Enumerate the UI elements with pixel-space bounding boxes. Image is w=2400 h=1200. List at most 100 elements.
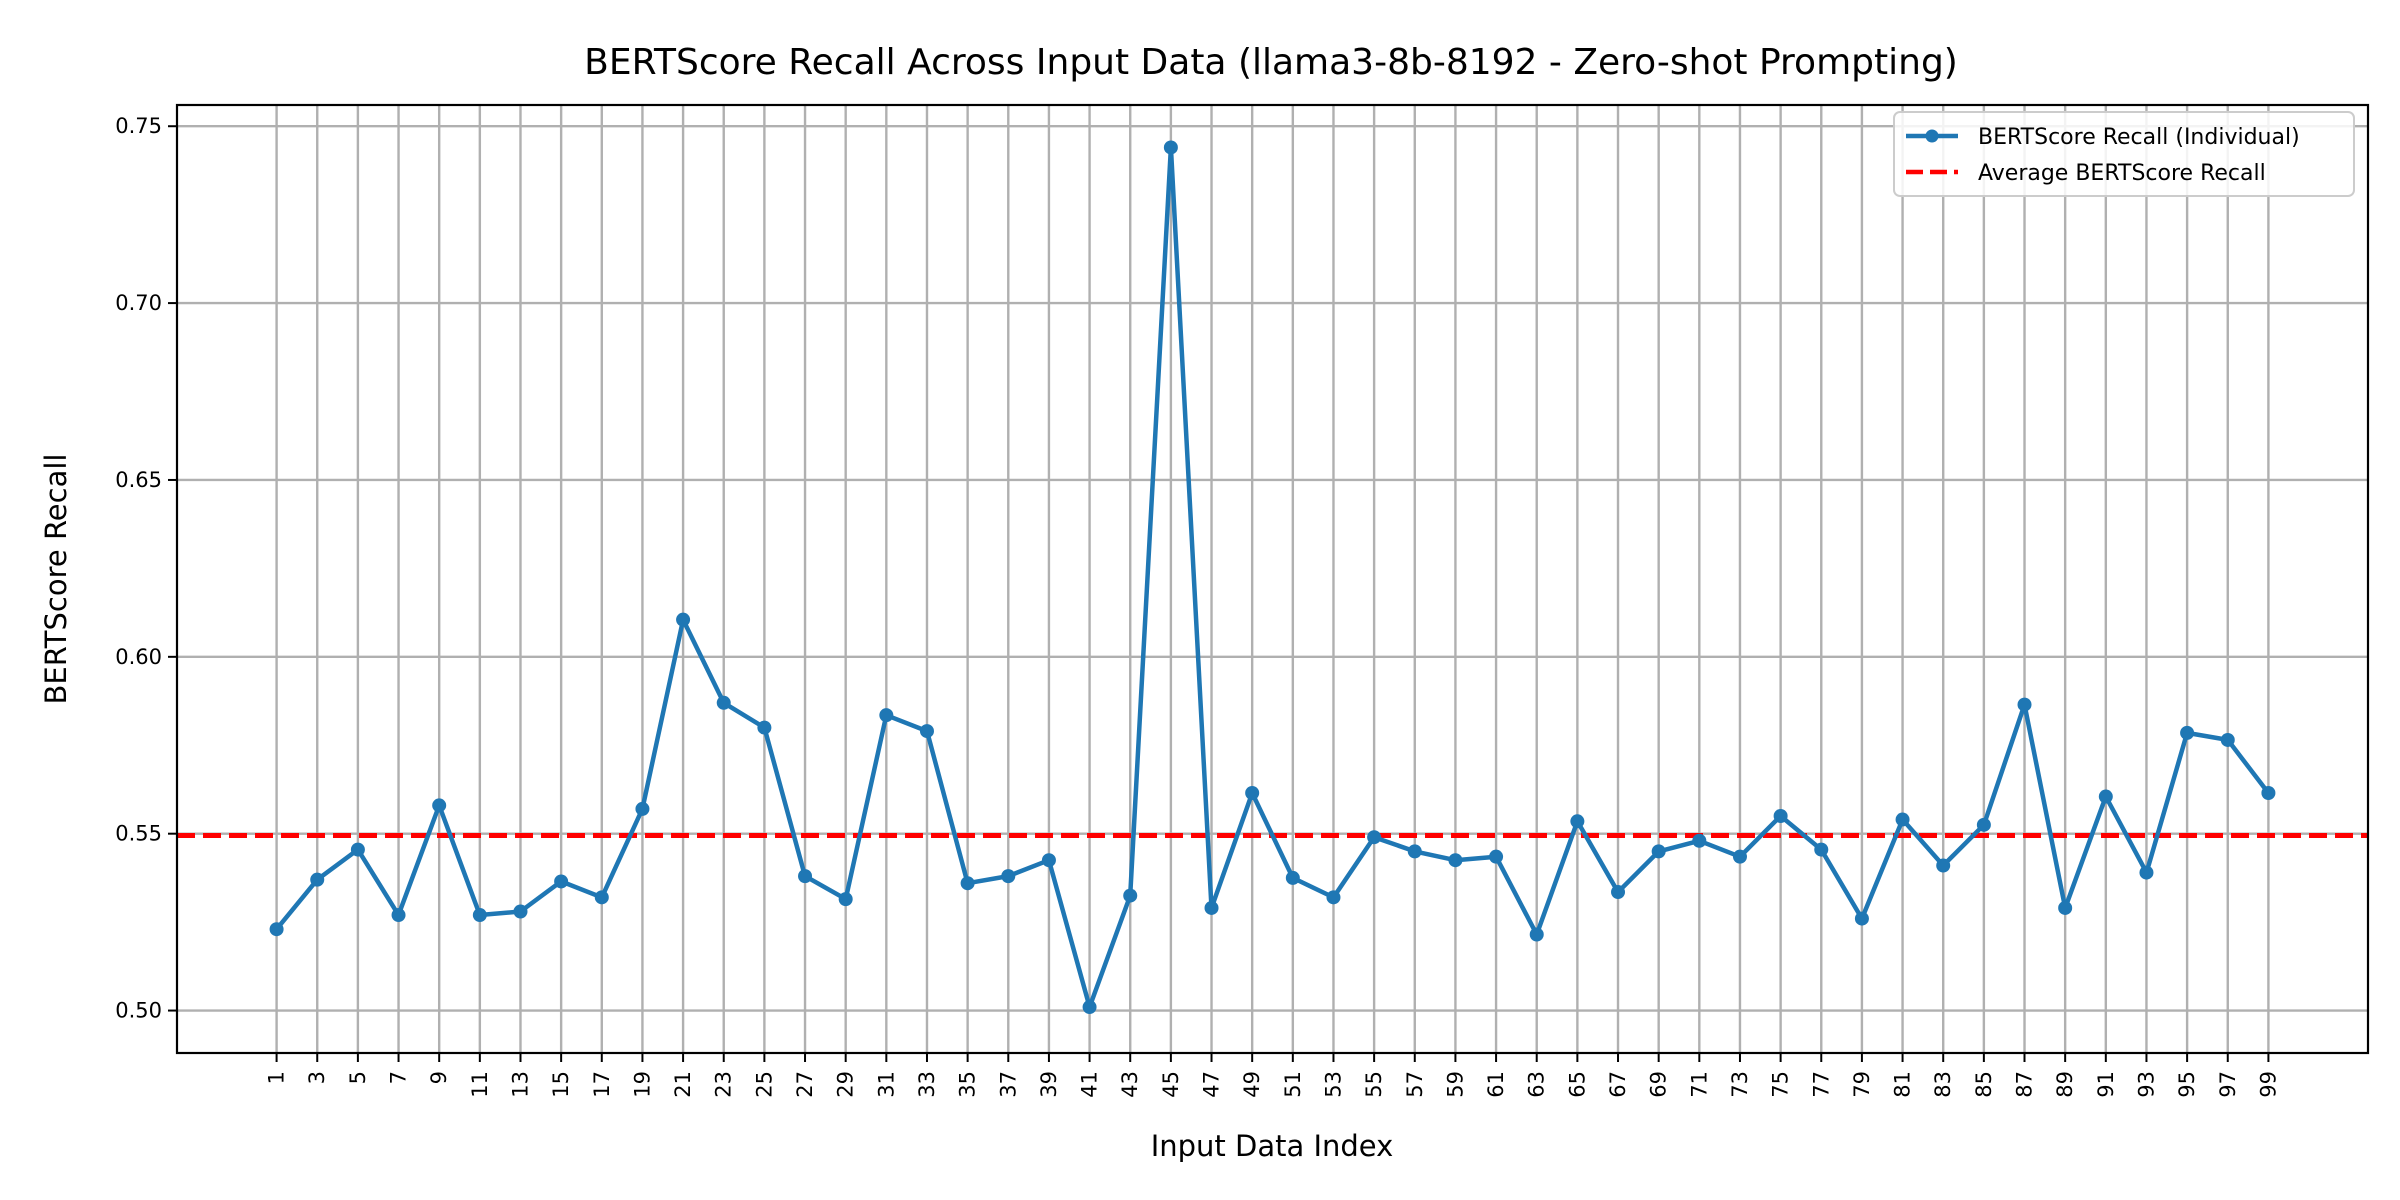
data-point (757, 720, 772, 735)
y-tick-label: 0.65 (115, 468, 162, 492)
x-tick-label: 39 (1037, 1071, 1061, 1098)
data-point (2058, 900, 2073, 915)
data-point (350, 842, 365, 857)
x-tick-label: 51 (1281, 1071, 1305, 1098)
data-point (1163, 140, 1178, 155)
x-tick-label: 53 (1321, 1071, 1345, 1098)
legend: BERTScore Recall (Individual) Average BE… (1893, 111, 2355, 197)
data-point (798, 869, 813, 884)
data-point (1489, 849, 1504, 864)
data-point (1732, 849, 1747, 864)
x-tick-label: 5 (346, 1071, 370, 1084)
data-point (472, 908, 487, 923)
x-tick-label: 47 (1200, 1071, 1224, 1098)
x-tick-label: 11 (468, 1071, 492, 1098)
data-point (635, 801, 650, 816)
chart-title: BERTScore Recall Across Input Data (llam… (584, 42, 1958, 83)
data-point (2261, 786, 2276, 801)
x-tick-label: 37 (996, 1071, 1020, 1098)
data-point (1448, 853, 1463, 868)
x-tick-label: 57 (1403, 1071, 1427, 1098)
x-tick-label: 25 (752, 1071, 776, 1098)
y-tick-label: 0.60 (115, 645, 162, 669)
x-tick-label: 61 (1484, 1071, 1508, 1098)
x-tick-label: 71 (1687, 1071, 1711, 1098)
x-tick-label: 87 (2013, 1071, 2037, 1098)
data-point (1814, 842, 1829, 857)
x-tick-label: 93 (2134, 1071, 2158, 1098)
x-tick-label: 75 (1769, 1071, 1793, 1098)
x-tick-label: 35 (956, 1071, 980, 1098)
data-point (1285, 870, 1300, 885)
data-point (554, 874, 569, 889)
data-point (1204, 900, 1219, 915)
data-point (2180, 725, 2195, 740)
y-tick-label: 0.55 (115, 822, 162, 846)
x-tick-label: 89 (2053, 1071, 2077, 1098)
data-point (1692, 833, 1707, 848)
x-tick-label: 7 (387, 1071, 411, 1084)
data-point (1367, 830, 1382, 845)
x-tick-label: 55 (1362, 1071, 1386, 1098)
plot-frame (175, 103, 2370, 1055)
x-tick-label: 29 (834, 1071, 858, 1098)
x-tick-label: 23 (712, 1071, 736, 1098)
data-point (716, 695, 731, 710)
x-tick-label: 77 (1809, 1071, 1833, 1098)
data-point (1082, 1000, 1097, 1015)
x-tick-label: 59 (1443, 1071, 1467, 1098)
x-tick-label: 41 (1078, 1071, 1102, 1098)
x-tick-label: 65 (1565, 1071, 1589, 1098)
x-tick-label: 69 (1647, 1071, 1671, 1098)
data-point (919, 724, 934, 739)
x-tick-label: 91 (2094, 1071, 2118, 1098)
legend-box (1893, 111, 2355, 197)
x-tick-label: 85 (1972, 1071, 1996, 1098)
data-point (432, 798, 447, 813)
x-tick-label: 9 (427, 1071, 451, 1084)
data-point (2017, 697, 2032, 712)
x-tick-label: 3 (305, 1071, 329, 1084)
legend-label-average: Average BERTScore Recall (1978, 161, 2266, 186)
y-tick-label: 0.75 (115, 114, 162, 138)
data-point (1245, 786, 1260, 801)
x-tick-label: 67 (1606, 1071, 1630, 1098)
x-tick-label: 19 (630, 1071, 654, 1098)
data-point (1854, 911, 1869, 926)
x-tick-label: 81 (1891, 1071, 1915, 1098)
data-point (1936, 858, 1951, 873)
data-point (1611, 885, 1626, 900)
data-point (960, 876, 975, 891)
legend-label-individual: BERTScore Recall (Individual) (1978, 125, 2300, 150)
data-point (594, 890, 609, 905)
data-point (1123, 888, 1138, 903)
x-tick-label: 49 (1240, 1071, 1264, 1098)
data-point (513, 904, 528, 919)
data-point (1407, 844, 1422, 859)
data-point (2139, 865, 2154, 880)
data-point (1326, 890, 1341, 905)
data-point (2098, 789, 2113, 804)
data-point (1895, 812, 1910, 827)
y-tick-label: 0.50 (115, 999, 162, 1023)
data-point (2220, 732, 2235, 747)
x-tick-label: 73 (1728, 1071, 1752, 1098)
x-tick-label: 79 (1850, 1071, 1874, 1098)
data-point (269, 922, 284, 937)
y-tick-label: 0.70 (115, 291, 162, 315)
data-point (676, 612, 691, 627)
data-point (1570, 814, 1585, 829)
x-tick-label: 45 (1159, 1071, 1183, 1098)
data-point (1976, 817, 1991, 832)
data-point (1773, 809, 1788, 823)
x-axis-label: Input Data Index (1151, 1129, 1394, 1163)
legend-marker-individual (1925, 129, 1939, 143)
x-tick-label: 31 (874, 1071, 898, 1098)
data-point (1651, 844, 1666, 859)
series-line-individual (274, 145, 2271, 1010)
x-tick-label: 99 (2256, 1071, 2280, 1098)
x-tick-label: 21 (671, 1071, 695, 1098)
data-point (1041, 853, 1056, 868)
